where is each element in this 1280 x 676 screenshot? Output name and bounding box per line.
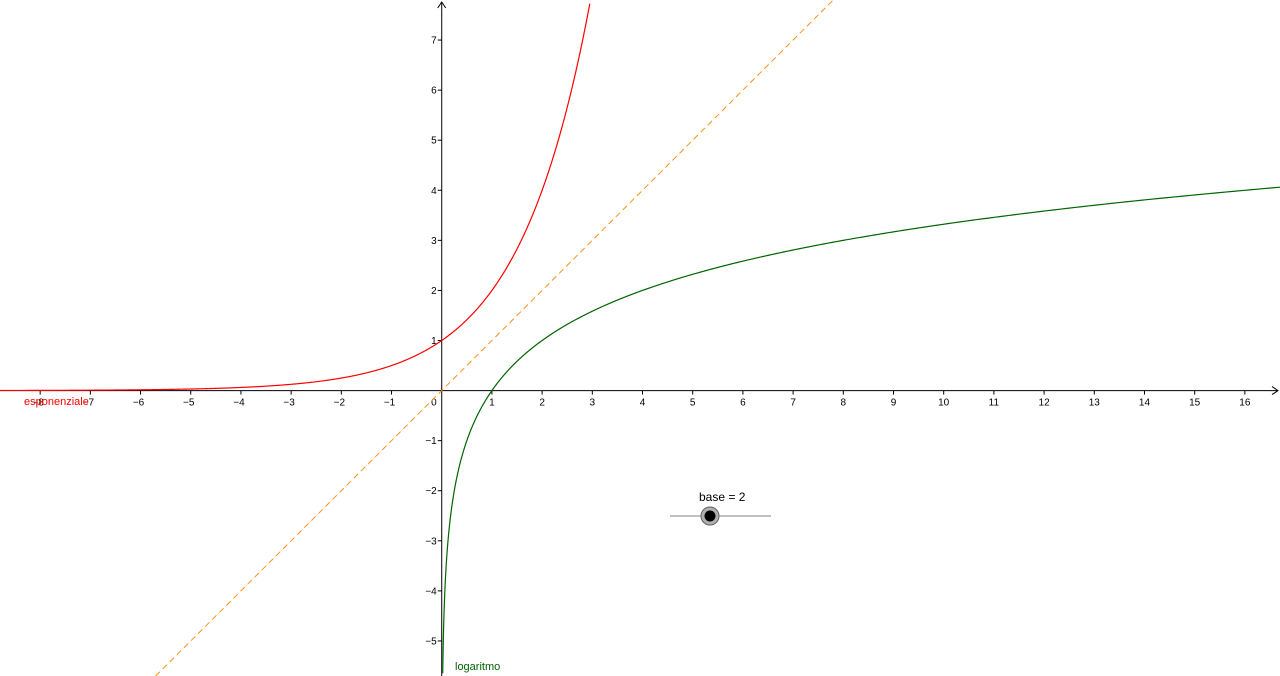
x-tick-label: −1 [384, 398, 396, 409]
slider-handle[interactable] [704, 510, 716, 522]
origin-label: 0 [431, 398, 437, 409]
x-tick-label: 14 [1139, 398, 1151, 409]
y-tick-label: 5 [431, 136, 437, 147]
x-tick-label: −5 [183, 398, 195, 409]
x-tick-label: 6 [740, 398, 746, 409]
y-tick-label: 3 [431, 236, 437, 247]
y-tick-label: −1 [425, 436, 437, 447]
x-tick-label: −8 [32, 398, 44, 409]
x-tick-label: −3 [283, 398, 295, 409]
x-tick-label: 4 [640, 398, 646, 409]
y-tick-label: −5 [425, 636, 437, 647]
x-axis-arrow-icon [1271, 386, 1279, 395]
x-tick-label: 10 [938, 398, 950, 409]
base-slider[interactable]: base = 2 [670, 490, 771, 526]
logarithm-curve-label[interactable]: logaritmo [455, 661, 500, 673]
x-tick-label: 16 [1239, 398, 1251, 409]
x-tick-label: 3 [590, 398, 596, 409]
y-tick-label: −2 [425, 486, 437, 497]
exponential-curve[interactable] [0, 3, 591, 392]
x-tick-label: 5 [690, 398, 696, 409]
y-tick-label: 1 [431, 336, 437, 347]
x-tick-label: 15 [1189, 398, 1201, 409]
x-tick-label: 8 [841, 398, 847, 409]
bisector-curve[interactable] [155, 0, 834, 676]
x-tick-label: 2 [539, 398, 545, 409]
x-tick-label: 11 [989, 398, 1000, 409]
y-axis-ticks: −5 −4 −3 −2 −1 1 2 3 4 5 6 7 [425, 36, 442, 647]
y-tick-label: 6 [431, 86, 437, 97]
y-tick-label: −4 [425, 586, 437, 597]
x-tick-label: 1 [489, 398, 495, 409]
y-axis-arrow-icon [437, 1, 447, 9]
x-tick-label: 13 [1089, 398, 1101, 409]
x-tick-label: −2 [334, 398, 346, 409]
x-tick-label: −4 [233, 398, 245, 409]
x-tick-label: −7 [83, 398, 95, 409]
x-tick-label: 12 [1039, 398, 1051, 409]
x-tick-label: −6 [133, 398, 145, 409]
y-tick-label: 2 [431, 286, 437, 297]
y-tick-label: 7 [431, 36, 437, 47]
logarithm-curve[interactable] [442, 186, 1280, 674]
y-tick-label: 4 [431, 186, 437, 197]
x-axis-ticks: −8 −7 −6 −5 −4 −3 −2 −1 1 2 3 4 5 6 7 8 9 10 11 12 13 14 15 16 [32, 390, 1251, 409]
x-tick-label: 7 [790, 398, 796, 409]
y-tick-label: −3 [425, 536, 437, 547]
exponential-curve-label[interactable]: esponenziale [24, 396, 89, 408]
slider-label: base = 2 [699, 490, 746, 504]
x-tick-label: 9 [891, 398, 897, 409]
